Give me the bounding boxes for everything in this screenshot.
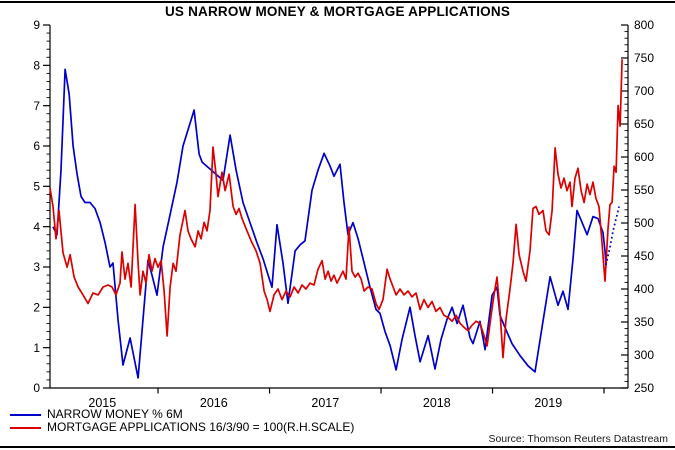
legend-item-mortgage-applications: MORTGAGE APPLICATIONS 16/3/90 = 100(R.H.… xyxy=(10,421,354,434)
mortgage-applications-line xyxy=(49,59,623,359)
svg-text:400: 400 xyxy=(634,282,654,296)
svg-text:700: 700 xyxy=(634,84,654,98)
x-axis: 2015 2016 2017 2018 2019 xyxy=(88,388,605,410)
svg-text:750: 750 xyxy=(634,51,654,65)
svg-text:3: 3 xyxy=(33,260,40,274)
svg-text:650: 650 xyxy=(634,117,654,131)
svg-text:2018: 2018 xyxy=(423,396,451,410)
svg-text:2015: 2015 xyxy=(88,396,116,410)
source-note: Source: Thomson Reuters Datastream xyxy=(488,433,668,445)
svg-text:300: 300 xyxy=(634,348,654,362)
legend-item-narrow-money: NARROW MONEY % 6M xyxy=(10,408,354,421)
legend-label-narrow-money: NARROW MONEY % 6M xyxy=(47,407,183,421)
narrow-money-line-swatch xyxy=(10,413,41,416)
left-axis: 0 1 2 3 4 5 6 7 8 9 xyxy=(33,18,50,395)
mortgage-applications-line-swatch xyxy=(10,426,41,429)
right-axis: 250 300 350 400 450 500 550 600 650 700 750 800 xyxy=(621,18,654,395)
svg-text:1: 1 xyxy=(33,341,40,355)
legend-label-mortgage-applications: MORTGAGE APPLICATIONS 16/3/90 = 100(R.H.… xyxy=(47,420,355,434)
legend: NARROW MONEY % 6M MORTGAGE APPLICATIONS … xyxy=(10,408,354,434)
chart-title: US NARROW MONEY & MORTGAGE APPLICATIONS xyxy=(164,4,511,19)
narrow-money-line xyxy=(52,68,607,379)
svg-text:2017: 2017 xyxy=(311,396,339,410)
svg-text:4: 4 xyxy=(33,220,40,234)
svg-text:250: 250 xyxy=(634,381,654,395)
svg-text:2016: 2016 xyxy=(200,396,228,410)
svg-text:350: 350 xyxy=(634,315,654,329)
svg-text:2019: 2019 xyxy=(534,396,562,410)
svg-text:800: 800 xyxy=(634,18,654,32)
svg-text:600: 600 xyxy=(634,150,654,164)
svg-text:5: 5 xyxy=(33,180,40,194)
svg-text:6: 6 xyxy=(33,139,40,153)
svg-text:7: 7 xyxy=(33,99,40,113)
svg-text:8: 8 xyxy=(33,59,40,73)
svg-text:450: 450 xyxy=(634,249,654,263)
top-border-rule xyxy=(0,1,675,3)
bottom-border-rule xyxy=(0,446,675,448)
svg-text:0: 0 xyxy=(33,381,40,395)
axis-frame xyxy=(49,25,629,389)
svg-text:2: 2 xyxy=(33,301,40,315)
svg-text:9: 9 xyxy=(33,18,40,32)
svg-text:500: 500 xyxy=(634,216,654,230)
svg-text:550: 550 xyxy=(634,183,654,197)
